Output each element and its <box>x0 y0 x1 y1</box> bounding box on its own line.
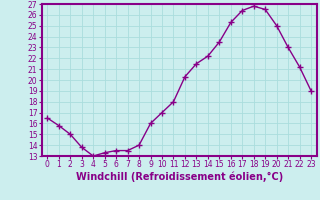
X-axis label: Windchill (Refroidissement éolien,°C): Windchill (Refroidissement éolien,°C) <box>76 172 283 182</box>
